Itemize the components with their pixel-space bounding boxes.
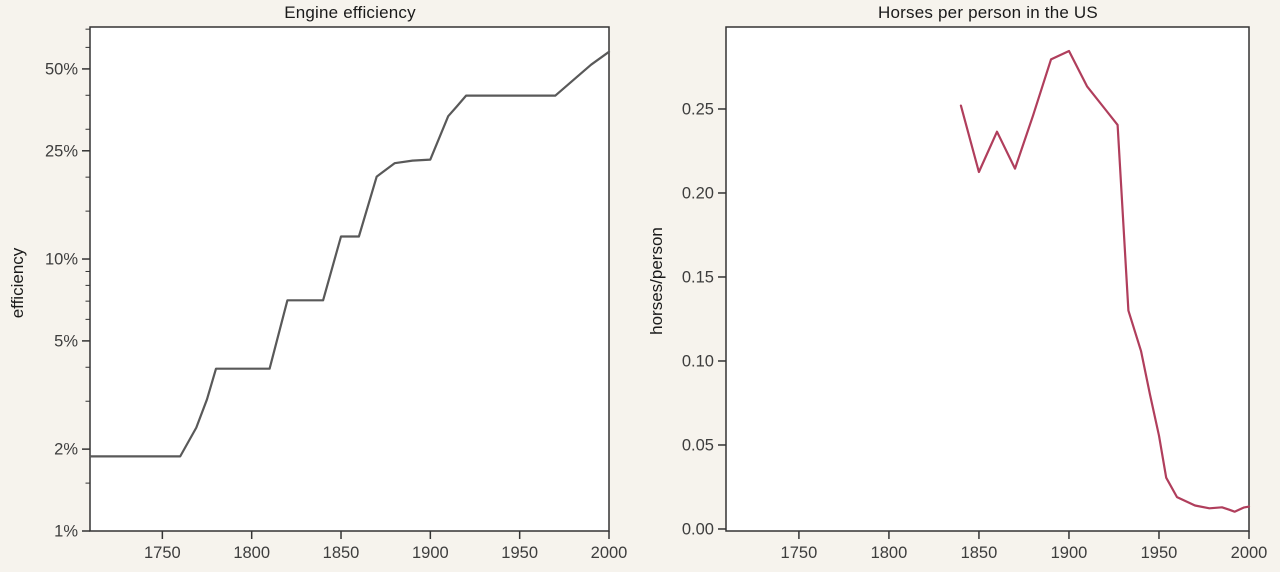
y-tick-label: 25% (45, 142, 78, 160)
x-tick-label: 2000 (1231, 544, 1268, 562)
plot-frame (725, 26, 1250, 532)
y-tick-label: 2% (54, 441, 78, 459)
y-tick-label: 50% (45, 60, 78, 78)
y-tick-label: 10% (45, 251, 78, 269)
x-tick-label: 1750 (144, 544, 181, 562)
y-tick-label: 0.00 (682, 520, 714, 538)
y-tick-label: 0.20 (682, 184, 714, 202)
chart-title-engine-efficiency: Engine efficiency (284, 3, 416, 22)
x-tick-label: 1850 (323, 544, 360, 562)
y-axis: 0.25 0.20 0.15 0.10 0.05 0.00 (682, 100, 726, 538)
y-tick-label: 1% (54, 523, 78, 541)
x-tick-label: 1750 (781, 544, 818, 562)
plot-frame (89, 26, 610, 532)
y-tick-label: 0.15 (682, 268, 714, 286)
x-tick-label: 1850 (961, 544, 998, 562)
x-tick-label: 1800 (871, 544, 908, 562)
x-tick-label: 1900 (1051, 544, 1088, 562)
data-line-horses-per-person (959, 49, 1251, 513)
y-axis: 50% 25% 10% 5% 2% 1% (45, 28, 90, 541)
x-axis: 1750 1800 1850 1900 1950 2000 (781, 531, 1268, 562)
y-tick-label: 5% (54, 332, 78, 350)
y-tick-label: 0.05 (682, 436, 714, 454)
x-tick-label: 1800 (233, 544, 270, 562)
x-tick-label: 1950 (501, 544, 538, 562)
x-tick-label: 1950 (1141, 544, 1178, 562)
x-tick-label: 1900 (412, 544, 449, 562)
x-axis: 1750 1800 1850 1900 1950 2000 (144, 531, 627, 562)
chart-title-horses-per-person: Horses per person in the US (878, 3, 1098, 22)
x-tick-label: 2000 (591, 544, 628, 562)
data-line-engine-efficiency (89, 50, 611, 458)
y-tick-label: 0.25 (682, 100, 714, 118)
y-tick-label: 0.10 (682, 352, 714, 370)
